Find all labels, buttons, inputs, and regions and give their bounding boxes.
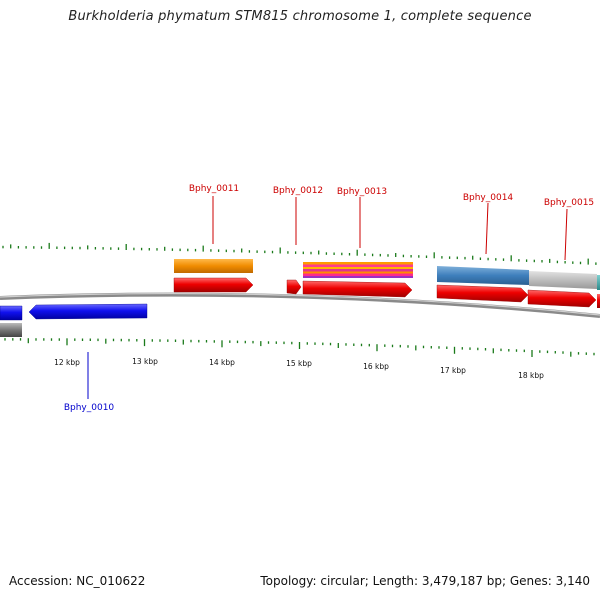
kbp-label-17: 17 kbp [440, 366, 466, 375]
connector-bphy-0014 [485, 202, 489, 255]
kbp-label-16: 16 kbp [363, 362, 389, 371]
connector-bphy-0015 [564, 208, 568, 261]
gene-label-bphy-0012[interactable]: Bphy_0012 [273, 186, 323, 196]
kbp-label-12: 12 kbp [54, 358, 80, 367]
gene-label-bphy-0013[interactable]: Bphy_0013 [337, 187, 387, 197]
cog-box-reverse [0, 323, 22, 337]
cds-arrow-bphy-0010[interactable] [28, 303, 148, 320]
cds-arrow-bphy-0015[interactable] [527, 289, 597, 308]
genome-backbone [0, 292, 600, 318]
gene-label-bphy-0014[interactable]: Bphy_0014 [463, 193, 514, 203]
accession-text: Accession: NC_010622 [9, 574, 146, 588]
gene-label-bphy-0015[interactable]: Bphy_0015 [544, 198, 594, 208]
cog-box-edge [597, 275, 600, 290]
gene-label-bphy-0011[interactable]: Bphy_0011 [189, 184, 239, 194]
topology-text: Topology: circular; Length: 3,479,187 bp… [260, 574, 590, 588]
cds-arrow-partial-left[interactable] [0, 305, 23, 321]
cds-arrow-bphy-0012[interactable] [286, 279, 302, 295]
cog-box-bphy-0014 [437, 266, 529, 285]
gene-label-bphy-0010[interactable]: Bphy_0010 [64, 403, 115, 413]
kbp-label-14: 14 kbp [209, 358, 235, 367]
inner-tick-row [4, 338, 595, 357]
cds-arrow-bphy-0011[interactable] [173, 277, 254, 293]
genome-backbone-highlight [0, 292, 600, 316]
kbp-label-18: 18 kbp [518, 371, 544, 380]
cds-arrow-bphy-0014[interactable] [436, 284, 529, 303]
cog-box-bphy-0013 [303, 262, 413, 278]
kbp-label-13: 13 kbp [132, 357, 158, 366]
map-title: Burkholderia phymatum STM815 chromosome … [68, 9, 532, 24]
cog-box-bphy-0011 [174, 259, 253, 273]
cds-arrow-bphy-0013[interactable] [302, 280, 413, 298]
kbp-label-15: 15 kbp [286, 359, 312, 368]
cds-arrow-edge[interactable] [597, 294, 600, 308]
cog-box-bphy-0015 [529, 271, 597, 289]
outer-tick-row [2, 242, 597, 265]
